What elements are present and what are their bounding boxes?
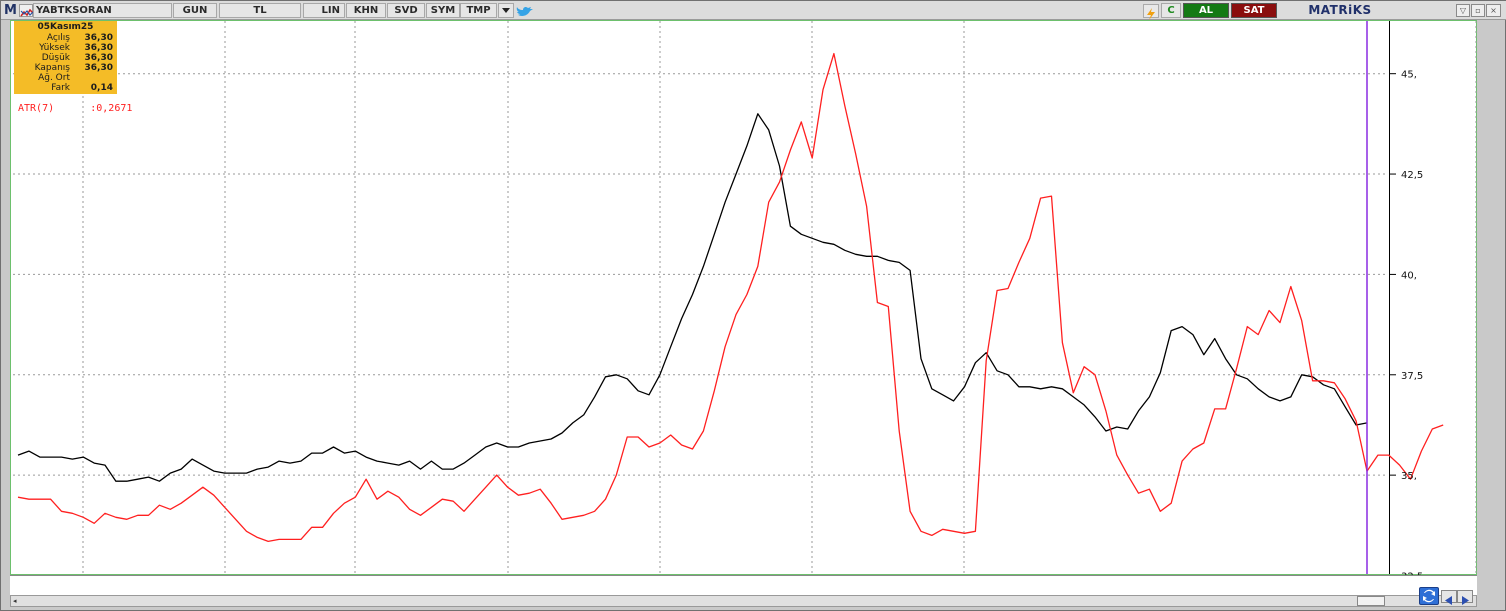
info-label: Yüksek xyxy=(39,43,70,53)
nav-buttons xyxy=(1419,587,1479,607)
buy-button[interactable]: AL xyxy=(1183,3,1229,18)
date-axis[interactable] xyxy=(10,575,1477,595)
refresh-icon[interactable] xyxy=(1419,587,1439,605)
compare-icon[interactable] xyxy=(19,4,34,17)
horizontal-scrollbar[interactable]: ◂ xyxy=(10,595,1477,607)
info-value: 0,14 xyxy=(90,83,113,93)
twitter-bird-icon[interactable] xyxy=(515,4,535,18)
c-button[interactable]: C xyxy=(1161,3,1181,18)
info-date: 05Kasım25 xyxy=(37,22,94,32)
price-axis[interactable] xyxy=(1389,21,1476,574)
sell-button[interactable]: SAT xyxy=(1231,3,1277,18)
prev-icon[interactable] xyxy=(1441,590,1457,605)
linear-scale-button[interactable]: LIN xyxy=(303,3,345,18)
restore-icon[interactable]: ▫ xyxy=(1471,4,1485,17)
indicator-label: ATR(7) xyxy=(18,103,55,114)
khn-button[interactable]: KHN xyxy=(346,3,386,18)
info-label: Fark xyxy=(51,83,70,93)
info-row-high: Yüksek 36,30 xyxy=(14,43,117,53)
info-row-low: Düşük 36,30 xyxy=(14,53,117,63)
info-value: 36,30 xyxy=(84,33,113,43)
brand-logo: MATRiKS xyxy=(1308,3,1372,17)
info-row-open: Açılış 36,30 xyxy=(14,33,117,43)
ohlc-info-box: 05Kasım25 Açılış 36,30 Yüksek 36,30 Düşük 3… xyxy=(14,21,117,94)
currency-button[interactable]: TL xyxy=(219,3,301,18)
scrollbar-thumb[interactable] xyxy=(1357,596,1385,606)
info-row-diff: Fark 0,14 xyxy=(14,83,117,93)
lightning-icon[interactable] xyxy=(1143,4,1159,20)
info-label: Kapanış xyxy=(34,63,70,73)
info-label: Düşük xyxy=(41,53,70,63)
sym-button[interactable]: SYM xyxy=(426,3,460,18)
dropdown-arrow-icon[interactable] xyxy=(498,3,514,18)
info-value: 36,30 xyxy=(84,43,113,53)
close-icon[interactable]: × xyxy=(1486,4,1501,17)
scroll-left-icon[interactable]: ◂ xyxy=(13,597,17,605)
indicator-value: :0,2671 xyxy=(90,103,133,114)
toolbar: M YABTKSORAN GUN TL LIN KHN SVD SYM TMP … xyxy=(1,1,1506,20)
info-row-avg: Ağ. Ort xyxy=(14,73,117,83)
period-button[interactable]: GUN xyxy=(173,3,217,18)
info-value: 36,30 xyxy=(84,53,113,63)
tmp-button[interactable]: TMP xyxy=(460,3,497,18)
indicator-legend: ATR(7) :0,2671 xyxy=(18,103,132,114)
info-label: Ağ. Ort xyxy=(38,73,70,83)
app-logo[interactable]: M xyxy=(4,3,17,18)
info-row-close: Kapanış 36,30 xyxy=(14,63,117,73)
dropdown-icon[interactable]: ▽ xyxy=(1456,4,1470,17)
info-label: Açılış xyxy=(46,33,70,43)
chart-frame[interactable] xyxy=(10,20,1477,575)
svd-button[interactable]: SVD xyxy=(387,3,425,18)
symbol-selector[interactable]: YABTKSORAN xyxy=(33,3,172,18)
info-value: 36,30 xyxy=(84,63,113,73)
next-icon[interactable] xyxy=(1457,590,1473,605)
